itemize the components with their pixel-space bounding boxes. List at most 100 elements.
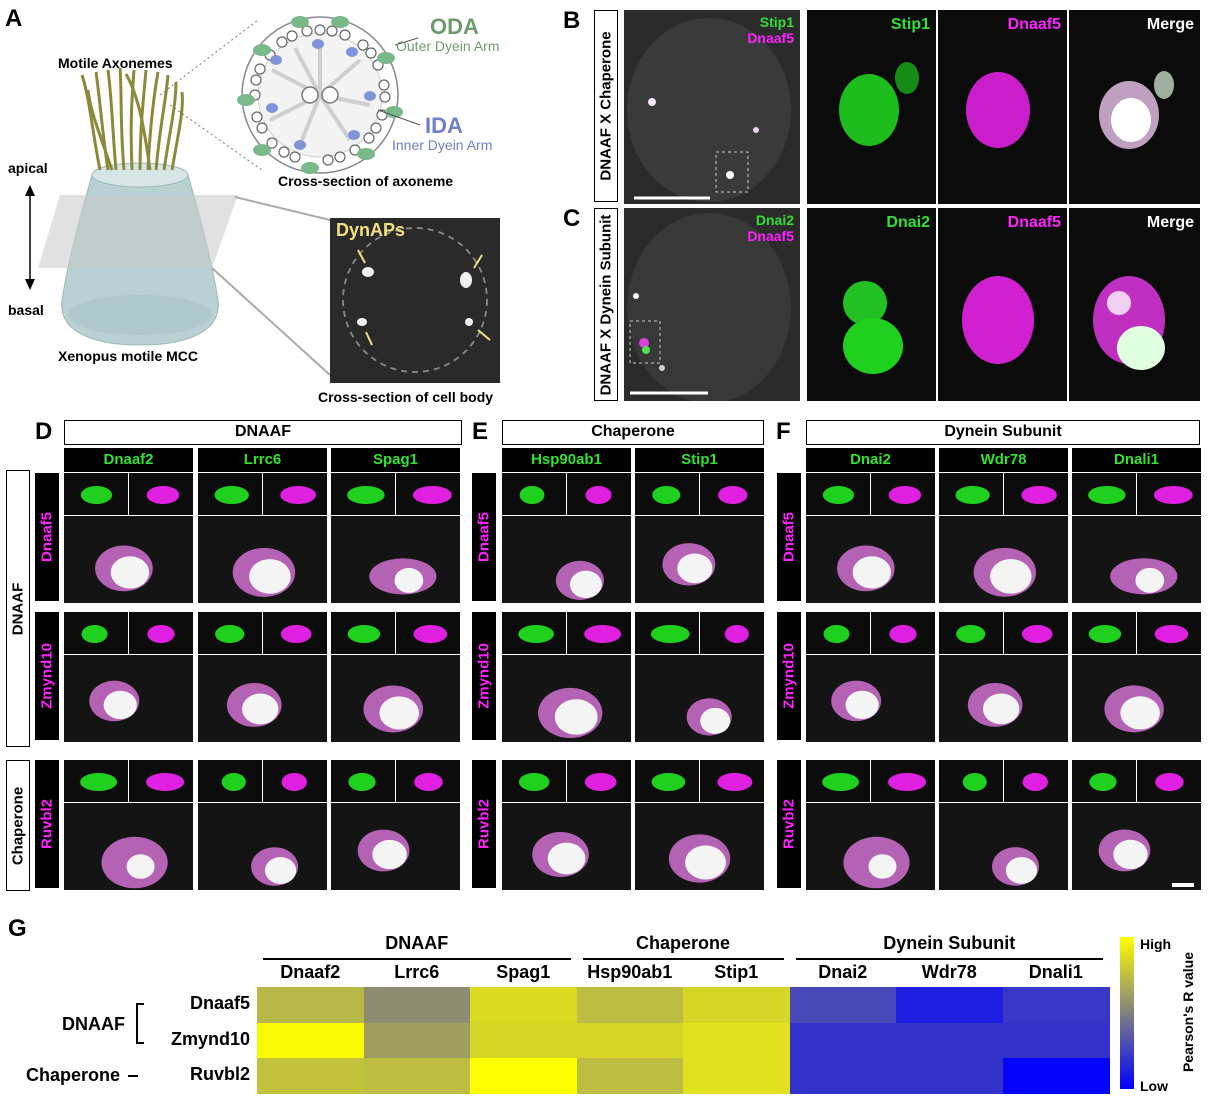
heatmap-cell bbox=[363, 1022, 471, 1059]
panel-letter-g: G bbox=[8, 915, 27, 942]
panel-b-magenta-zoom: Dnaaf5 bbox=[938, 10, 1067, 204]
row-group-dnaaf: DNAAF bbox=[6, 470, 30, 747]
panel-letter-a: A bbox=[5, 5, 23, 32]
panel-b-green-zoom: Stip1 bbox=[807, 10, 936, 204]
cell-name-label: Xenopus motile MCC bbox=[58, 348, 199, 364]
heatmap-cell bbox=[470, 1022, 577, 1059]
heatmap-column-label: Dnaaf2 bbox=[280, 962, 341, 982]
panel-c-magenta-label: Dnaaf5 bbox=[1007, 214, 1061, 231]
heatmap-cell bbox=[363, 1058, 471, 1094]
panel-b-side-text: DNAAF X Chaperone bbox=[597, 31, 615, 181]
apical-basal-arrow bbox=[25, 185, 35, 290]
micrograph-ruvbl2-hsp90ab1 bbox=[502, 760, 631, 890]
panel-c-overview-magenta: Dnaaf5 bbox=[747, 228, 794, 244]
micrograph-dnaaf5-lrrc6 bbox=[198, 473, 327, 603]
heatmap-column-label: Dnai2 bbox=[818, 962, 868, 982]
heatmap-cell bbox=[683, 1058, 790, 1094]
micrograph-zmynd10-hsp90ab1 bbox=[502, 612, 631, 742]
scale-bar bbox=[1172, 883, 1194, 887]
micrograph-ruvbl2-dnai2 bbox=[806, 760, 935, 890]
panel-c-overview-image bbox=[627, 213, 791, 401]
row-header-text: Zmynd10 bbox=[780, 643, 798, 709]
row-group-chaperone: Chaperone bbox=[6, 760, 30, 891]
bracket-top bbox=[136, 1003, 144, 1005]
heatmap-cell bbox=[1002, 987, 1110, 1023]
heatmap-cell bbox=[683, 987, 790, 1023]
micrograph-zmynd10-dnali1 bbox=[1072, 612, 1201, 742]
heatmap-cell bbox=[789, 1058, 897, 1094]
heatmap-group-label: Chaperone bbox=[635, 933, 731, 953]
row-header-dnaaf5-1: Dnaaf5 bbox=[472, 473, 496, 601]
micrograph-dnaaf5-wdr78 bbox=[939, 473, 1068, 603]
panel-letter-b: B bbox=[563, 7, 581, 34]
micrograph-dnaaf5-stip1 bbox=[635, 473, 764, 603]
basal-label: basal bbox=[8, 302, 44, 318]
micrograph-ruvbl2-dnali1 bbox=[1072, 760, 1201, 890]
column-header-dnai2: Dnai2 bbox=[806, 448, 935, 472]
panel-c-merge-zoom: Merge bbox=[1069, 208, 1200, 401]
heatmap-row-label: Dnaaf5 bbox=[189, 993, 250, 1013]
legend-colorbar bbox=[1120, 937, 1134, 1089]
motile-axonemes-label: Motile Axonemes bbox=[58, 55, 173, 71]
micrograph-dnaaf5-dnali1 bbox=[1072, 473, 1201, 603]
heatmap-row-label: Ruvbl2 bbox=[189, 1064, 250, 1084]
chaperone-dash bbox=[128, 1075, 138, 1077]
micrograph-zmynd10-spag1 bbox=[331, 612, 460, 742]
panel-c-magenta-zoom: Dnaaf5 bbox=[938, 208, 1067, 401]
cilia bbox=[80, 67, 184, 171]
heatmap-cell bbox=[576, 987, 684, 1023]
panel-letter-e: E bbox=[472, 418, 489, 445]
heatmap-column-label: Hsp90ab1 bbox=[587, 962, 673, 982]
heatmap-row-group-chaperone: Chaperone bbox=[25, 1065, 120, 1085]
row-group-dnaaf-text: DNAAF bbox=[9, 582, 27, 635]
heatmap-group-label: DNAAF bbox=[385, 933, 449, 953]
row-header-text: Dnaaf5 bbox=[38, 511, 56, 563]
row-header-text: Dnaaf5 bbox=[780, 511, 798, 563]
panel-b-overview-green: Stip1 bbox=[759, 14, 794, 30]
heatmap-cell bbox=[789, 987, 897, 1023]
panel-b-green-label: Stip1 bbox=[890, 16, 930, 33]
row-header-text: Zmynd10 bbox=[38, 643, 56, 709]
cellbody-caption: Cross-section of cell body bbox=[318, 389, 494, 405]
panel-c-side-label: DNAAF X Dynein Subunit bbox=[594, 208, 618, 401]
heatmap-cell bbox=[576, 1022, 684, 1059]
panel-c-green-zoom: Dnai2 bbox=[807, 208, 936, 401]
column-header-dnaaf2: Dnaaf2 bbox=[64, 448, 193, 472]
micrograph-ruvbl2-dnaaf2 bbox=[64, 760, 193, 890]
apical-label: apical bbox=[8, 160, 48, 176]
heatmap-cell bbox=[896, 1058, 1003, 1094]
group-header-chaperone: Chaperone bbox=[502, 420, 764, 445]
heatmap-cell bbox=[576, 1058, 684, 1094]
group-header-dnaaf: DNAAF bbox=[64, 420, 462, 445]
micrograph-zmynd10-dnai2 bbox=[806, 612, 935, 742]
bracket-bottom bbox=[136, 1042, 144, 1044]
micrograph-ruvbl2-spag1 bbox=[331, 760, 460, 890]
micrograph-dnaaf5-dnaaf2 bbox=[64, 473, 193, 603]
micrograph-ruvbl2-wdr78 bbox=[939, 760, 1068, 890]
heatmap-cell bbox=[363, 987, 471, 1023]
panel-b-overview-magenta: Dnaaf5 bbox=[747, 30, 794, 46]
panel-letter-c: C bbox=[563, 205, 581, 232]
legend-title: Pearson's R value bbox=[1180, 951, 1196, 1073]
column-header-stip1: Stip1 bbox=[635, 448, 764, 472]
row-header-text: Ruvbl2 bbox=[38, 798, 56, 850]
row-header-dnaaf5-2: Dnaaf5 bbox=[777, 473, 801, 601]
row-header-dnaaf5-0: Dnaaf5 bbox=[35, 473, 59, 601]
bracket-vertical bbox=[136, 1003, 138, 1043]
heatmap-row-group-dnaaf: DNAAF bbox=[62, 1014, 125, 1034]
micrograph-dnaaf5-spag1 bbox=[331, 473, 460, 603]
panel-b-magenta-label: Dnaaf5 bbox=[1007, 16, 1061, 33]
column-header-dnali1: Dnali1 bbox=[1072, 448, 1201, 472]
heatmap-cell bbox=[896, 987, 1003, 1023]
row-header-text: Ruvbl2 bbox=[475, 798, 493, 850]
heatmap-group-rule bbox=[263, 958, 571, 960]
column-header-lrrc6: Lrrc6 bbox=[198, 448, 327, 472]
oda-full-label: Outer Dyein Arm bbox=[396, 38, 500, 54]
heatmap-group-rule bbox=[795, 958, 1103, 960]
dynap-spots bbox=[357, 267, 473, 326]
column-header-spag1: Spag1 bbox=[331, 448, 460, 472]
row-header-zmynd10-2: Zmynd10 bbox=[777, 612, 801, 740]
heatmap-column-label: Lrrc6 bbox=[394, 962, 440, 982]
legend-low: Low bbox=[1140, 1078, 1168, 1094]
heatmap-cell bbox=[1002, 1022, 1110, 1059]
